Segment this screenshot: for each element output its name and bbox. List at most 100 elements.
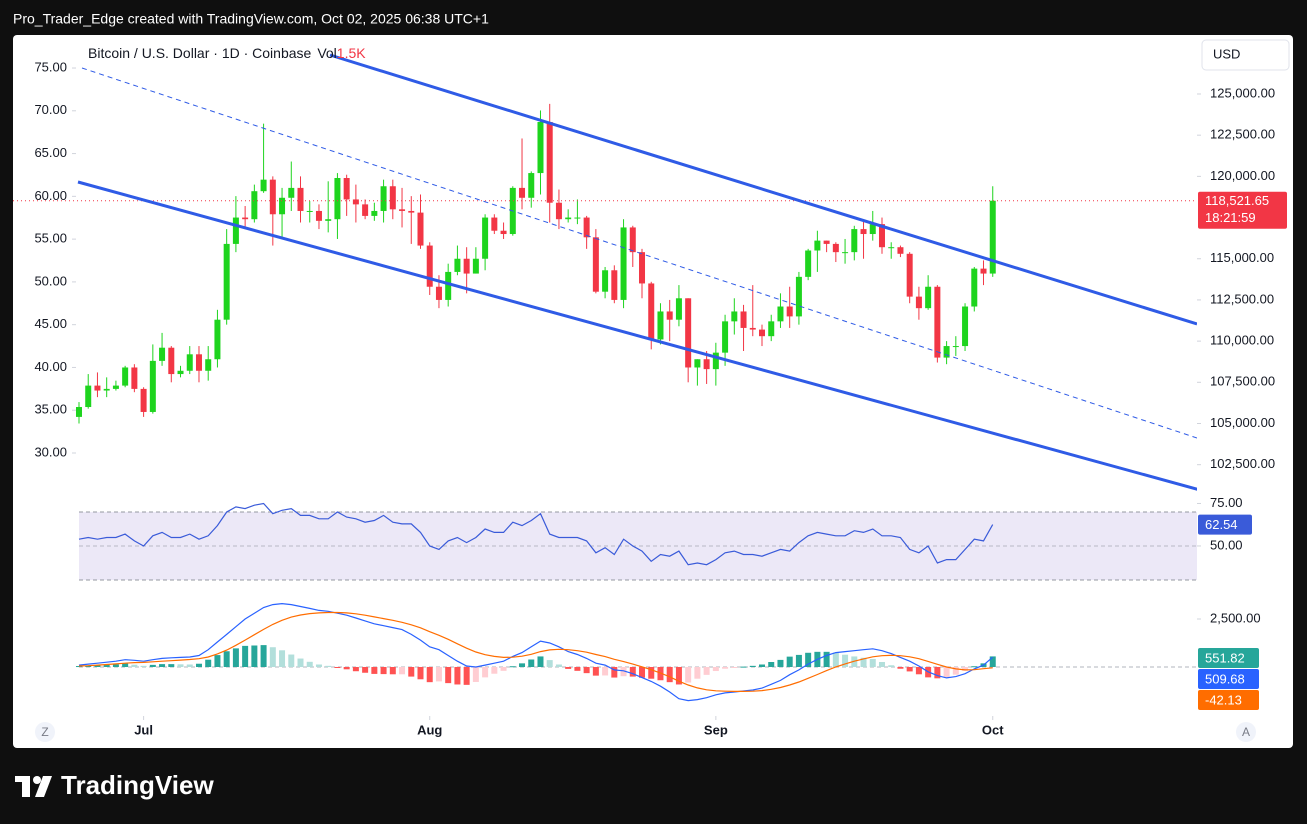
histogram-bar bbox=[537, 656, 544, 667]
histogram-bar bbox=[186, 664, 193, 667]
candle-body bbox=[140, 388, 147, 412]
histogram-bar bbox=[795, 654, 802, 667]
macd-pane bbox=[75, 602, 1197, 702]
candle-body bbox=[186, 354, 193, 371]
candle-body bbox=[943, 346, 950, 358]
histogram-bar bbox=[195, 663, 202, 667]
channel-lower bbox=[77, 180, 1197, 491]
histogram-bar bbox=[685, 666, 692, 683]
rsi-band bbox=[79, 511, 1197, 580]
histogram-bar bbox=[389, 666, 396, 675]
candle-body bbox=[454, 258, 461, 272]
candle-body bbox=[722, 321, 729, 353]
histogram-bar bbox=[380, 666, 387, 675]
candle-body bbox=[472, 258, 479, 274]
histogram-bar bbox=[463, 666, 470, 685]
histogram-bar bbox=[823, 651, 830, 667]
histogram-bar bbox=[149, 664, 156, 667]
histogram-bar bbox=[675, 666, 682, 685]
candle-body bbox=[666, 311, 673, 320]
candle-body bbox=[915, 296, 922, 309]
candle-body bbox=[297, 187, 304, 211]
histogram-bar bbox=[962, 666, 969, 671]
candle-body bbox=[703, 359, 710, 370]
y-tick-label: 65.00 bbox=[34, 145, 67, 160]
legend-title: Bitcoin / U.S. Dollar · 1D · Coinbase bbox=[88, 45, 312, 61]
candle-body bbox=[878, 224, 885, 248]
rsi-last-label: 62.54 bbox=[1205, 517, 1238, 532]
candle-body bbox=[352, 199, 359, 205]
candle-body bbox=[389, 186, 396, 210]
histogram-bar bbox=[408, 666, 415, 677]
candle-body bbox=[694, 359, 701, 368]
scale-button-a[interactable] bbox=[1236, 722, 1256, 742]
histogram-bar bbox=[279, 650, 286, 667]
scale-label-a: A bbox=[1242, 725, 1250, 739]
candle-body bbox=[85, 385, 92, 408]
histogram-bar bbox=[454, 666, 461, 685]
candle-body bbox=[288, 187, 295, 198]
y-tick-label: 55.00 bbox=[34, 231, 67, 246]
candle-body bbox=[371, 210, 378, 216]
y-tick-label: 75.00 bbox=[34, 59, 67, 74]
brand-logo bbox=[15, 776, 52, 797]
y-tick-label: 125,000.00 bbox=[1210, 85, 1275, 100]
candle-body bbox=[906, 253, 913, 297]
currency-button[interactable] bbox=[1201, 39, 1290, 71]
candle-body bbox=[860, 229, 867, 235]
histogram-bar bbox=[749, 665, 756, 667]
histogram-bar bbox=[500, 666, 507, 671]
candle-body bbox=[399, 209, 406, 211]
histogram-bar bbox=[343, 666, 350, 670]
histogram-bar bbox=[251, 645, 258, 667]
macd-last-label-box bbox=[1198, 669, 1259, 689]
snapshot-header: Pro_Trader_Edge created with TradingView… bbox=[13, 11, 489, 27]
candle-body bbox=[555, 202, 562, 220]
histogram-bar bbox=[315, 664, 322, 667]
histogram-bar bbox=[555, 664, 562, 667]
histogram-bar bbox=[602, 666, 609, 676]
legend: Bitcoin / U.S. Dollar · 1D · Coinbase Vol… bbox=[88, 45, 366, 61]
candle-body bbox=[445, 271, 452, 300]
candle-body bbox=[814, 240, 821, 251]
candle-body bbox=[528, 173, 535, 198]
candle-body bbox=[417, 212, 424, 246]
histogram-bar bbox=[140, 665, 147, 667]
histogram-bar bbox=[592, 666, 599, 676]
histogram-bar bbox=[528, 659, 535, 667]
histogram-bar bbox=[334, 666, 341, 668]
candle-body bbox=[786, 306, 793, 317]
histogram-bar bbox=[435, 666, 442, 682]
candle-body bbox=[149, 360, 156, 412]
candle-body bbox=[269, 179, 276, 215]
histogram-bar bbox=[288, 654, 295, 667]
candle-body bbox=[103, 388, 110, 391]
candle-body bbox=[306, 210, 313, 212]
scale-button-z[interactable] bbox=[35, 722, 55, 742]
macd-line bbox=[78, 602, 994, 702]
candle-body bbox=[537, 121, 544, 174]
histogram-bar bbox=[639, 666, 646, 678]
candle-body bbox=[500, 230, 507, 235]
labels: 102,500.00 105,000.00 107,500.00 110,000.00… bbox=[34, 59, 1287, 737]
candle-body bbox=[315, 210, 322, 221]
rsi-last-label-box bbox=[1198, 514, 1252, 535]
candle-body bbox=[546, 121, 553, 203]
histogram-bar bbox=[952, 666, 959, 675]
histogram-bar bbox=[177, 664, 184, 667]
y-tick-label: 30.00 bbox=[34, 444, 67, 459]
channel-upper bbox=[329, 53, 1197, 326]
histogram-bar bbox=[777, 659, 784, 667]
x-tick-label: Sep bbox=[704, 722, 728, 737]
histogram-bar bbox=[112, 664, 119, 667]
candle-body bbox=[869, 224, 876, 235]
candle-body bbox=[657, 311, 664, 340]
last-price-label: 118,521.65 bbox=[1205, 193, 1269, 208]
candle-body bbox=[251, 191, 258, 220]
histogram-bar bbox=[352, 666, 359, 672]
histogram-bar bbox=[703, 666, 710, 675]
candle-body bbox=[122, 367, 129, 386]
candle-body bbox=[205, 359, 212, 371]
candle-body bbox=[980, 268, 987, 274]
candle-body bbox=[934, 286, 941, 358]
